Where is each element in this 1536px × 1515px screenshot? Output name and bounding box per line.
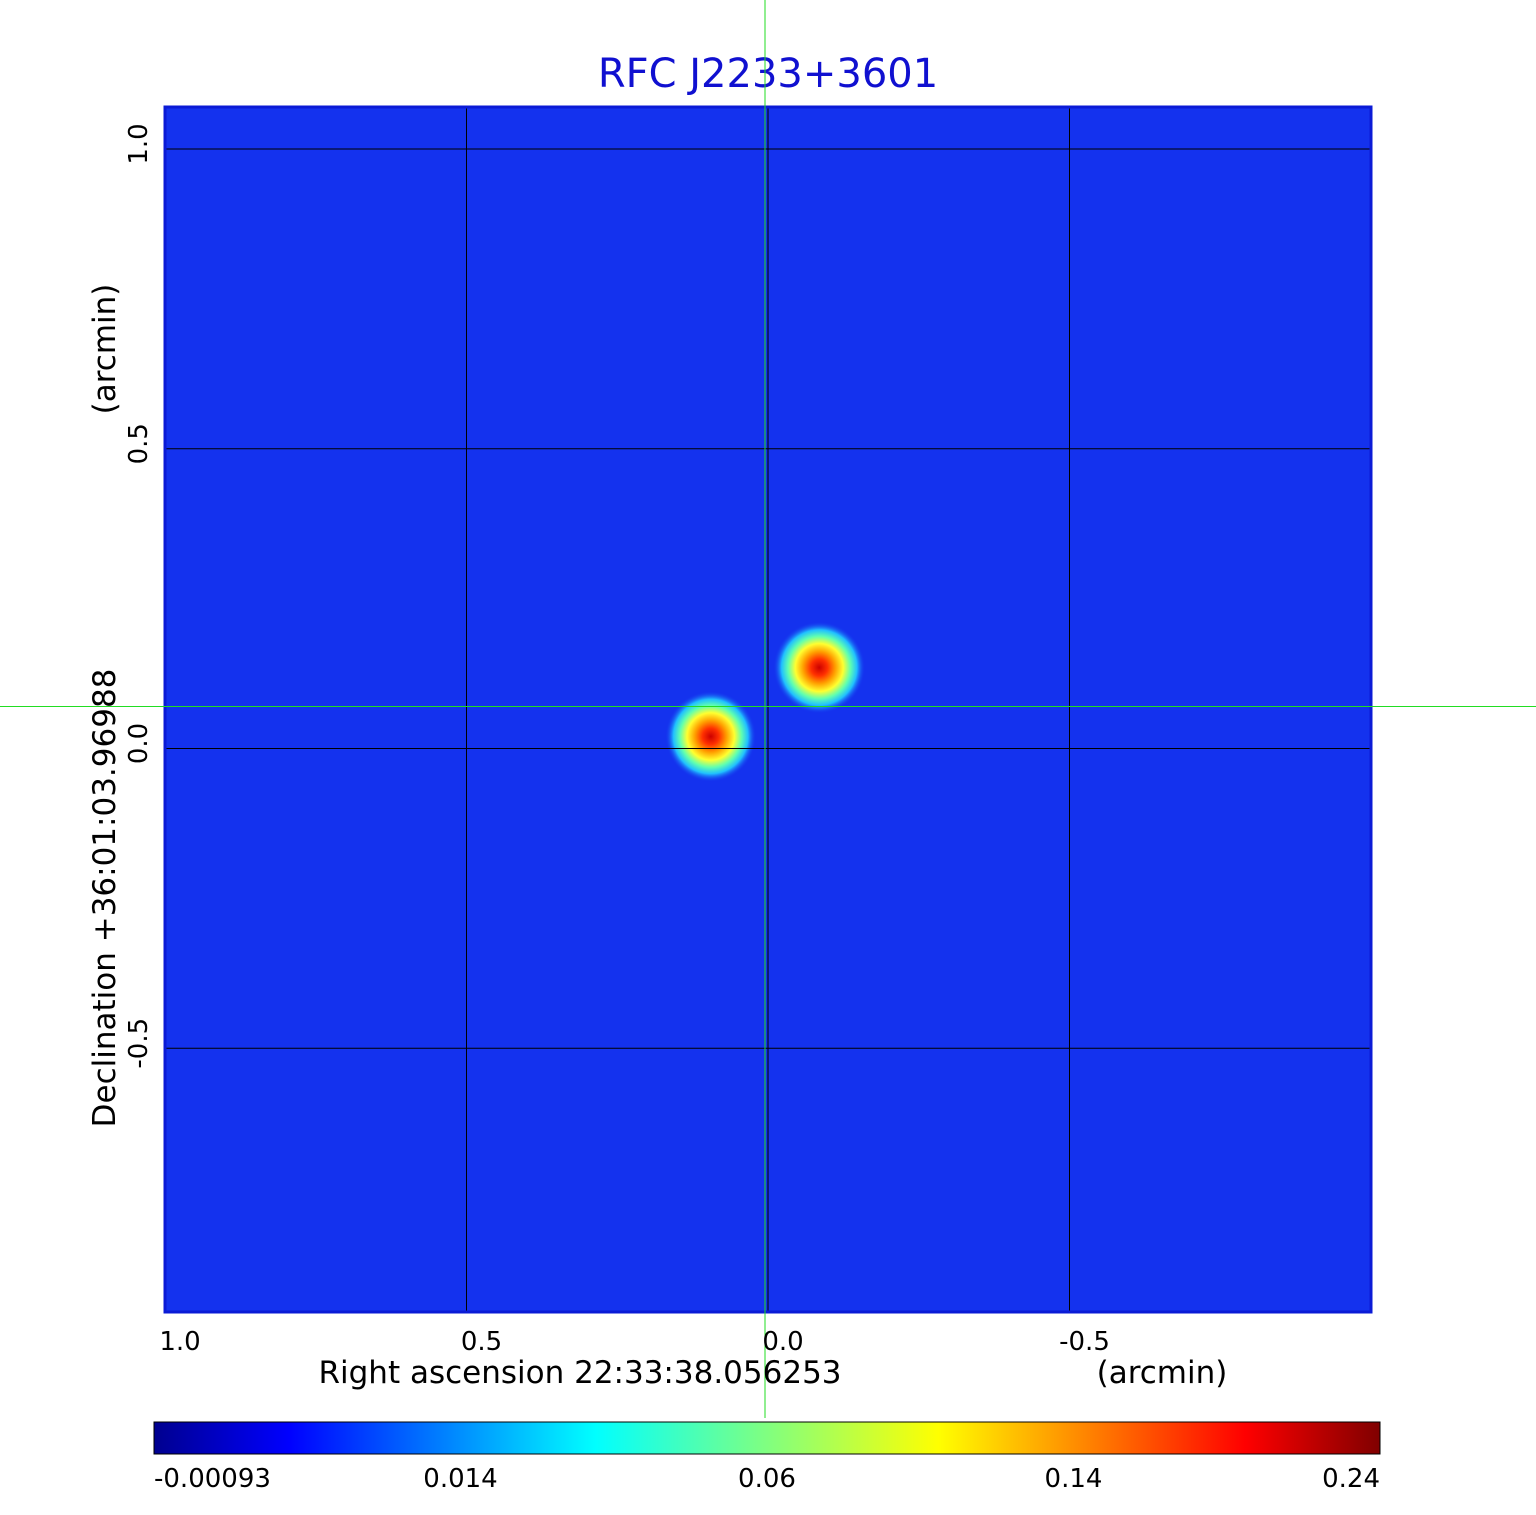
- x-tick-label: 0.5: [461, 1327, 502, 1357]
- coordinate-grid: [164, 107, 1371, 1312]
- y-axis-unit: (arcmin): [87, 284, 123, 415]
- x-tick-label: 1.0: [159, 1327, 200, 1357]
- colorbar-tick-label: -0.00093: [154, 1464, 271, 1494]
- y-tick-label: 0.5: [124, 423, 154, 464]
- colorbar: -0.00093 0.014 0.06 0.14 0.24: [153, 1421, 1381, 1494]
- colorbar-tick-label: 0.24: [1322, 1464, 1380, 1494]
- x-axis-unit: (arcmin): [1097, 1355, 1228, 1391]
- y-tick-label: 1.0: [124, 123, 154, 164]
- source-components: [665, 621, 866, 782]
- y-tick-labels: 1.0 0.5 0.0 -0.5: [124, 123, 154, 1068]
- y-tick-label: 0.0: [124, 723, 154, 764]
- x-tick-label: 0.0: [762, 1327, 803, 1357]
- plot-frame: [163, 105, 1373, 1314]
- y-axis-label: Declination +36:01:03.96988: [87, 669, 123, 1128]
- source-component-2: [665, 690, 757, 782]
- source-component-1: [773, 621, 866, 714]
- colorbar-tick-label: 0.014: [423, 1464, 497, 1494]
- chart-title: RFC J2233+3601: [598, 51, 938, 97]
- x-tick-label: -0.5: [1059, 1327, 1110, 1357]
- reference-crosshair: [0, 0, 1536, 1418]
- colorbar-tick-label: 0.14: [1045, 1464, 1103, 1494]
- x-axis-label: Right ascension 22:33:38.056253: [318, 1355, 841, 1391]
- y-tick-label: -0.5: [124, 1018, 154, 1069]
- colorbar-tick-label: 0.06: [738, 1464, 796, 1494]
- colorbar-tick-labels: -0.00093 0.014 0.06 0.14 0.24: [154, 1464, 1380, 1494]
- x-tick-labels: 1.0 0.5 0.0 -0.5: [159, 1327, 1110, 1357]
- colorbar-gradient: [153, 1421, 1381, 1455]
